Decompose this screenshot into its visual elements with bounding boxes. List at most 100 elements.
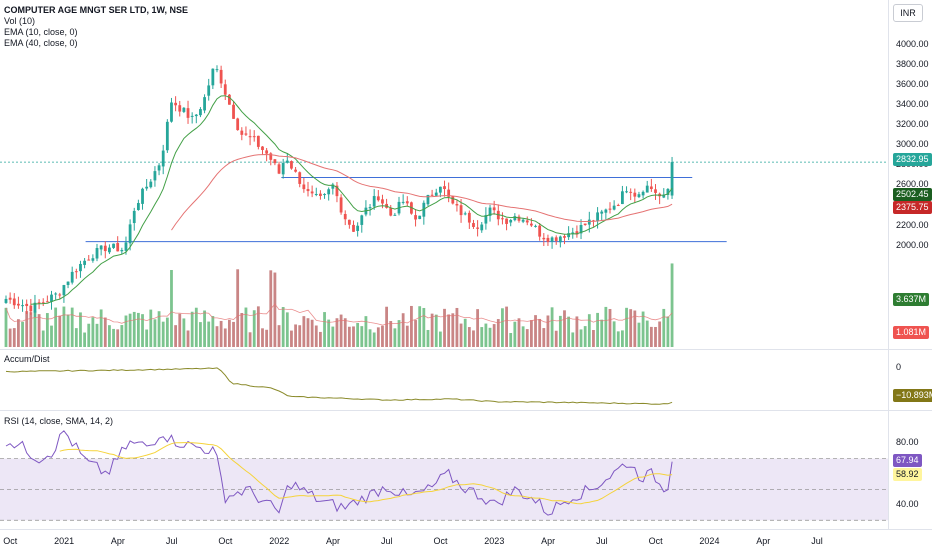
volume-bar	[232, 321, 235, 347]
candle-body	[476, 227, 480, 229]
candle-body	[50, 294, 53, 302]
candle-body	[381, 199, 384, 204]
candle-body	[116, 243, 120, 252]
candle-body	[203, 97, 206, 111]
candle-body	[4, 298, 8, 303]
volume-bar	[579, 329, 583, 347]
volume-bar	[633, 310, 637, 347]
accum-dist-legend[interactable]: Accum/Dist	[4, 354, 50, 364]
candle-body	[654, 189, 657, 193]
volume-bar	[165, 317, 169, 347]
candle-body	[637, 194, 641, 198]
volume-bar	[629, 309, 633, 347]
volume-bar	[587, 314, 591, 347]
volume-bar	[343, 318, 347, 347]
time-tick-label: 2023	[484, 536, 505, 546]
candle-body	[393, 214, 397, 216]
candle-body	[401, 201, 405, 203]
candle-body	[592, 220, 595, 222]
volume-bars-group	[4, 263, 674, 347]
candle-body	[244, 133, 248, 135]
candle-body	[178, 105, 182, 112]
time-tick-label: 2024	[699, 536, 720, 546]
volume-bar	[612, 321, 616, 347]
candle-body	[277, 164, 281, 174]
rsi-legend[interactable]: RSI (14, close, SMA, 14, 2)	[4, 416, 114, 426]
candle-body	[414, 215, 417, 220]
volume-bar	[261, 328, 264, 347]
candle-body	[265, 150, 269, 154]
candle-body	[165, 121, 169, 151]
candle-body	[8, 297, 12, 300]
volume-bar	[323, 312, 326, 347]
candle-body	[252, 136, 256, 138]
price-tick-label: 3600.00	[896, 79, 929, 90]
candle-body	[87, 259, 91, 261]
time-tick-label: Oct	[648, 536, 663, 546]
volume-bar	[62, 306, 66, 347]
volume-bar	[352, 326, 355, 347]
volume-bar	[608, 308, 612, 347]
volume-bar	[496, 319, 500, 347]
volume-bar	[621, 330, 624, 347]
price-tick-label: 3200.00	[896, 119, 929, 130]
ema10-legend[interactable]: EMA (10, close, 0)	[4, 27, 78, 37]
currency-button[interactable]: INR	[893, 4, 923, 22]
volume-bar	[649, 326, 653, 347]
candle-body	[418, 215, 422, 220]
ema40-legend[interactable]: EMA (40, close, 0)	[4, 38, 78, 48]
candle-body	[438, 186, 442, 193]
volume-badge: 3.637M	[893, 293, 930, 306]
volume-legend[interactable]: Vol (10)	[4, 16, 36, 26]
candle-body	[641, 191, 645, 196]
candle-body	[538, 225, 542, 237]
volume-bar	[112, 328, 115, 347]
volume-bar	[434, 314, 438, 347]
candle-body	[443, 186, 446, 190]
volume-bar	[211, 316, 215, 347]
rsi-tick-label: 80.00	[896, 437, 919, 448]
volume-bar	[132, 311, 136, 347]
volume-ma-group	[5, 303, 673, 326]
volume-bar	[438, 331, 442, 347]
volume-bar	[501, 308, 504, 347]
candle-body	[33, 302, 37, 313]
volume-bar	[136, 312, 140, 347]
candle-body	[484, 215, 488, 224]
volume-bar	[592, 330, 595, 347]
volume-bar	[463, 318, 467, 347]
volume-bar	[604, 306, 608, 347]
volume-bar	[414, 320, 417, 347]
price-tick-label: 3400.00	[896, 99, 929, 110]
volume-bar	[534, 315, 537, 347]
volume-bar	[347, 326, 351, 347]
candle-body	[575, 231, 579, 235]
candle-body	[174, 102, 178, 106]
candle-body	[447, 189, 451, 197]
time-tick-label: Apr	[541, 536, 556, 546]
volume-bar	[472, 330, 475, 347]
volume-bar	[99, 309, 103, 347]
candle-body	[194, 114, 198, 117]
candle-body	[132, 210, 136, 224]
volume-bar	[302, 316, 306, 347]
rsi-ma-line	[59, 442, 673, 505]
volume-bar	[277, 325, 281, 347]
candle-body	[83, 260, 87, 265]
volume-bar	[637, 322, 641, 347]
candle-body	[488, 207, 492, 216]
candle-body	[542, 237, 546, 240]
volume-bar	[662, 308, 666, 347]
candle-body	[170, 102, 173, 122]
volume-bar	[91, 317, 95, 347]
volume-bar	[95, 323, 99, 347]
candle-body	[467, 212, 471, 223]
candle-body	[211, 68, 215, 86]
volume-bar	[194, 307, 198, 347]
volume-bar	[583, 326, 587, 347]
candle-body	[434, 192, 438, 196]
candle-body	[290, 161, 293, 169]
volume-bar	[401, 313, 405, 347]
